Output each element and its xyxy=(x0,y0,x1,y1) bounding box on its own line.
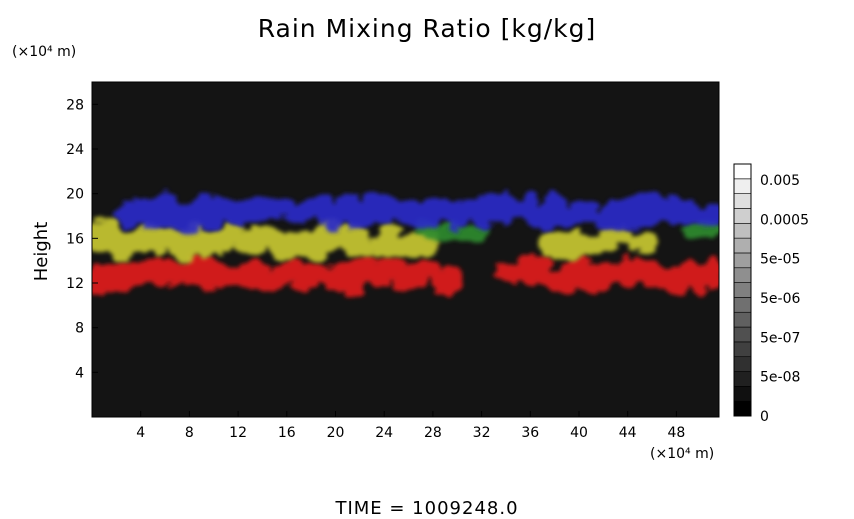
y-tick-label: 12 xyxy=(66,276,84,292)
colorbar-label: 5e-05 xyxy=(760,252,800,268)
x-tick-label: 12 xyxy=(229,425,247,441)
y-tick-label: 20 xyxy=(66,187,84,203)
x-tick-label: 16 xyxy=(278,425,296,441)
plot-frame xyxy=(91,81,720,418)
y-tick-label: 4 xyxy=(75,365,84,381)
colorbar-swatch xyxy=(733,371,752,387)
rain-layer xyxy=(92,252,719,299)
colorbar-swatch xyxy=(733,326,752,343)
colorbar-swatch xyxy=(733,193,752,209)
chart-title: Rain Mixing Ratio [kg/kg] xyxy=(257,14,597,43)
colorbar-swatch xyxy=(733,341,752,358)
colorbar-label: 0.0005 xyxy=(760,212,809,228)
rain-layer xyxy=(113,189,719,236)
x-tick-label: 24 xyxy=(375,425,393,441)
colorbar-swatch xyxy=(733,163,752,180)
colorbar-swatch xyxy=(733,282,752,298)
time-label: TIME = 1009248.0 xyxy=(335,498,519,519)
rain-cell xyxy=(440,262,462,298)
x-tick-label: 48 xyxy=(667,425,685,441)
colorbar-label: 0.005 xyxy=(760,173,800,189)
rain-cell xyxy=(702,203,719,228)
colorbar-swatch xyxy=(733,400,752,417)
colorbar-label: 0 xyxy=(760,409,769,425)
x-tick-label: 36 xyxy=(521,425,539,441)
x-axis-unit: (×10⁴ m) xyxy=(650,446,715,462)
x-tick-label: 44 xyxy=(619,425,637,441)
x-tick-label: 28 xyxy=(424,425,442,441)
x-tick-label: 32 xyxy=(473,425,491,441)
rain-cell xyxy=(635,232,657,252)
y-tick-label: 24 xyxy=(66,142,84,158)
x-tick-label: 4 xyxy=(136,425,145,441)
colorbar-label: 5e-07 xyxy=(760,330,800,346)
colorbar-swatch xyxy=(733,356,752,372)
rain-cell xyxy=(703,255,719,289)
colorbar-swatch xyxy=(733,178,752,194)
y-tick-label: 8 xyxy=(75,321,84,337)
colorbar-swatch xyxy=(733,311,752,328)
x-tick-label: 40 xyxy=(570,425,588,441)
y-tick-label: 16 xyxy=(66,231,84,247)
colorbar-swatch xyxy=(733,208,752,224)
y-axis-unit: (×10⁴ m) xyxy=(12,44,77,60)
colorbar-swatch xyxy=(733,297,752,313)
colorbar-swatch xyxy=(733,252,752,269)
y-tick-label: 28 xyxy=(66,97,84,113)
x-tick-label: 8 xyxy=(185,425,194,441)
colorbar-swatch xyxy=(733,267,752,283)
y-axis-label: Height xyxy=(31,222,52,282)
colorbar-label: 5e-06 xyxy=(760,291,800,307)
colorbar-frame xyxy=(733,163,752,417)
x-tick-label: 20 xyxy=(327,425,345,441)
colorbar-label: 5e-08 xyxy=(760,370,800,386)
rain-layer xyxy=(92,218,657,263)
colorbar-swatch xyxy=(733,237,752,254)
colorbar-swatch xyxy=(733,222,752,239)
colorbar-swatch xyxy=(733,386,752,402)
